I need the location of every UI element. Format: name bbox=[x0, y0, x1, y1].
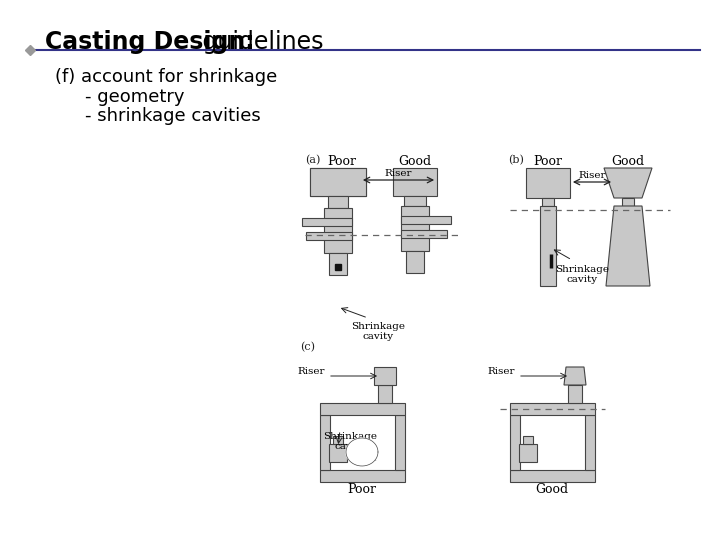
Text: Riser: Riser bbox=[384, 169, 412, 178]
Polygon shape bbox=[393, 168, 437, 196]
Polygon shape bbox=[329, 444, 347, 462]
Text: (a): (a) bbox=[305, 155, 320, 165]
Polygon shape bbox=[310, 168, 366, 196]
Polygon shape bbox=[401, 230, 447, 238]
Polygon shape bbox=[510, 415, 520, 470]
Text: Poor: Poor bbox=[534, 155, 562, 168]
Text: Riser: Riser bbox=[487, 367, 515, 375]
Text: Shrinkage
cavity: Shrinkage cavity bbox=[351, 322, 405, 341]
Polygon shape bbox=[374, 367, 396, 385]
Polygon shape bbox=[306, 232, 352, 240]
Polygon shape bbox=[585, 415, 595, 470]
Polygon shape bbox=[622, 198, 634, 206]
Polygon shape bbox=[404, 196, 426, 206]
Polygon shape bbox=[406, 251, 424, 273]
Polygon shape bbox=[346, 438, 378, 466]
Polygon shape bbox=[320, 403, 405, 415]
Text: (b): (b) bbox=[508, 155, 524, 165]
Text: Shrinkage
cavity: Shrinkage cavity bbox=[323, 432, 377, 451]
Polygon shape bbox=[604, 168, 652, 198]
Polygon shape bbox=[510, 470, 595, 482]
Polygon shape bbox=[510, 403, 595, 415]
Polygon shape bbox=[320, 470, 405, 482]
Text: guidelines: guidelines bbox=[195, 30, 323, 54]
Polygon shape bbox=[523, 436, 533, 444]
Polygon shape bbox=[401, 206, 429, 251]
Text: Good: Good bbox=[611, 155, 644, 168]
Polygon shape bbox=[519, 444, 537, 462]
Polygon shape bbox=[324, 208, 352, 253]
Text: Poor: Poor bbox=[328, 155, 356, 168]
Text: Casting Design:: Casting Design: bbox=[45, 30, 255, 54]
Polygon shape bbox=[320, 415, 330, 470]
Polygon shape bbox=[542, 198, 554, 206]
Polygon shape bbox=[329, 253, 347, 275]
Text: Riser: Riser bbox=[578, 171, 606, 180]
Polygon shape bbox=[395, 415, 405, 470]
Text: (c): (c) bbox=[300, 342, 315, 352]
Polygon shape bbox=[328, 196, 348, 208]
Polygon shape bbox=[378, 385, 392, 403]
Text: - shrinkage cavities: - shrinkage cavities bbox=[85, 107, 261, 125]
Text: Poor: Poor bbox=[348, 483, 377, 496]
Polygon shape bbox=[526, 168, 570, 198]
Polygon shape bbox=[540, 206, 556, 286]
Text: Good: Good bbox=[536, 483, 569, 496]
Polygon shape bbox=[564, 367, 586, 385]
Polygon shape bbox=[333, 436, 343, 444]
Text: - geometry: - geometry bbox=[85, 88, 184, 106]
Text: Good: Good bbox=[398, 155, 431, 168]
Text: Riser: Riser bbox=[297, 367, 325, 375]
Polygon shape bbox=[606, 206, 650, 286]
Polygon shape bbox=[568, 385, 582, 403]
Text: Shrinkage
cavity: Shrinkage cavity bbox=[555, 265, 609, 285]
Polygon shape bbox=[302, 218, 352, 226]
Polygon shape bbox=[401, 216, 451, 224]
Polygon shape bbox=[310, 168, 366, 196]
Text: (f) account for shrinkage: (f) account for shrinkage bbox=[55, 68, 277, 86]
